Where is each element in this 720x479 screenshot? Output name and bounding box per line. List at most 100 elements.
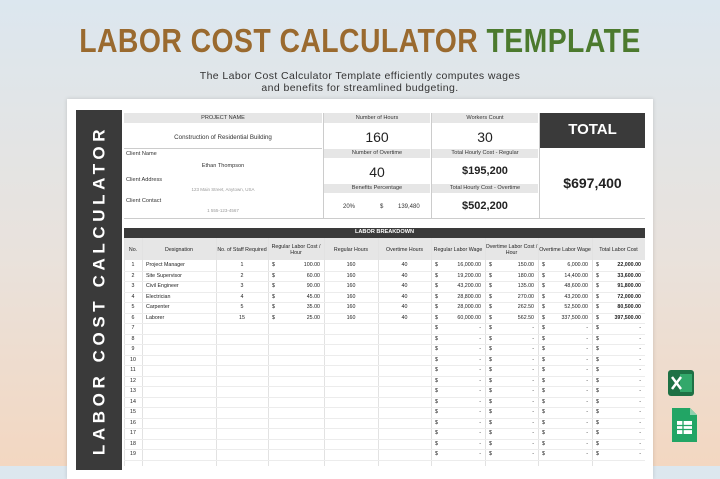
currency: $	[435, 440, 438, 447]
currency: $	[542, 283, 545, 289]
column-divider	[592, 238, 593, 466]
cell: 14	[130, 398, 136, 405]
amount: -	[479, 409, 481, 415]
column-divider	[216, 238, 217, 466]
cell: 160	[346, 314, 356, 321]
cell: 5	[240, 304, 244, 310]
row-line	[124, 365, 645, 366]
amount: 48,600.00	[564, 283, 588, 289]
column-header: Regular Labor Cost / Hour	[271, 243, 321, 256]
amount: -	[639, 430, 641, 436]
subtitle: The Labor Cost Calculator Template effic…	[199, 70, 521, 82]
amount: 60.00	[306, 272, 320, 279]
amount: -	[532, 398, 534, 405]
divider	[124, 218, 645, 219]
title: LABOR COST CALCULATOR TEMPLATE	[50, 24, 669, 57]
excel-icon-sheet	[680, 374, 692, 392]
cell: 40	[401, 272, 408, 279]
cell: Civil Engineer	[146, 283, 179, 289]
column-divider	[431, 238, 432, 466]
amount: -	[586, 409, 588, 415]
amount: -	[532, 335, 534, 342]
currency: $	[542, 356, 545, 363]
currency: $	[489, 398, 492, 405]
currency: $	[435, 419, 438, 426]
row-line	[124, 438, 645, 440]
value: 40	[369, 164, 385, 180]
column-header: Overtime Labor Wage	[539, 246, 591, 253]
column-divider	[142, 238, 143, 466]
column-header: No.	[128, 246, 138, 253]
amount: 33,600.00	[617, 272, 641, 279]
sidebar	[76, 110, 122, 470]
label: Number of Overtime	[351, 150, 403, 156]
amount: 90.00	[306, 283, 320, 289]
currency: $	[489, 346, 492, 352]
cell: 6	[131, 314, 135, 321]
column-divider	[124, 238, 125, 466]
header-cell	[432, 113, 538, 123]
amount: 35.00	[306, 304, 320, 310]
amount: -	[479, 377, 481, 384]
currency: $	[489, 293, 492, 300]
row-line	[124, 291, 645, 293]
amount: 72,000.00	[617, 293, 641, 300]
value: 160	[365, 129, 389, 145]
amount: -	[586, 335, 588, 342]
cell: 1	[240, 262, 244, 268]
currency: $	[435, 304, 438, 310]
currency: $	[596, 304, 599, 310]
amount: -	[532, 388, 534, 394]
currency: $	[435, 335, 438, 342]
app-icons	[668, 370, 697, 442]
amount: -	[532, 377, 534, 384]
amount: -	[586, 367, 588, 373]
amount: -	[586, 398, 588, 405]
cell: 11	[130, 367, 136, 373]
amount: -	[479, 367, 481, 373]
amount: 28,000.00	[457, 304, 481, 310]
row-line	[124, 375, 645, 377]
currency: $	[596, 335, 599, 342]
amount: -	[639, 377, 641, 384]
currency: $	[489, 304, 492, 310]
label: Number of Hours	[355, 115, 399, 121]
amount: -	[479, 346, 481, 352]
section-bar	[124, 228, 645, 238]
label: Workers Count	[466, 115, 504, 121]
currency: $	[596, 409, 599, 415]
amount: -	[532, 451, 534, 457]
currency: $	[596, 272, 599, 279]
currency: $	[435, 293, 438, 300]
label: Client Address	[126, 177, 163, 183]
amount: -	[532, 409, 534, 415]
amount: 262.50	[517, 304, 534, 310]
cell: 1	[131, 262, 135, 268]
currency: $	[489, 451, 492, 457]
cell: 18	[130, 440, 136, 447]
amount: 6,000.00	[567, 262, 588, 268]
amount: -	[639, 388, 641, 394]
cell: 8	[131, 335, 135, 342]
column-header: Designation	[165, 246, 193, 253]
value: 30	[477, 129, 493, 145]
amount: -	[586, 430, 588, 436]
amount: 270.00	[517, 293, 534, 300]
header-cell	[432, 184, 538, 193]
row-line	[124, 449, 645, 450]
currency: $	[489, 325, 492, 331]
cell: 16	[130, 419, 136, 426]
currency: $	[596, 346, 599, 352]
cell: Electrician	[146, 293, 171, 300]
label: PROJECT NAME	[201, 115, 245, 121]
currency: $	[596, 262, 599, 268]
currency: $	[435, 430, 438, 436]
currency: $	[596, 293, 599, 300]
header-cell	[324, 184, 430, 193]
amount: 43,200.00	[457, 283, 481, 289]
currency: $	[435, 409, 438, 415]
amount: -	[639, 346, 641, 352]
currency: $	[542, 440, 545, 447]
currency: $	[489, 262, 492, 268]
